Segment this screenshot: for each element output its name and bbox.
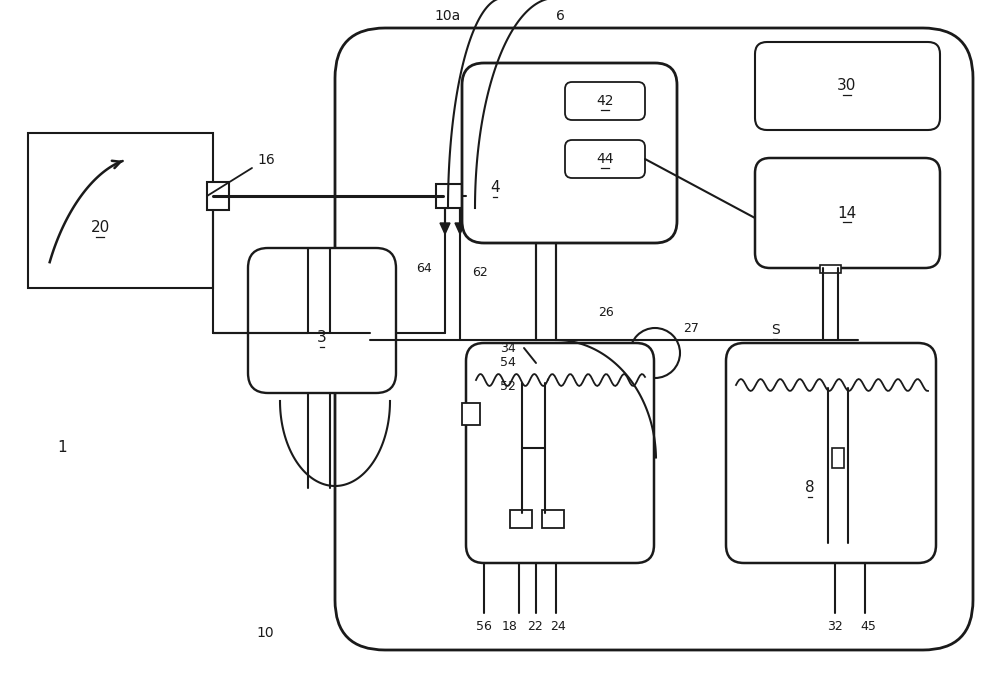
Text: 44: 44 bbox=[596, 152, 614, 166]
Text: 24: 24 bbox=[550, 620, 566, 633]
Text: 30: 30 bbox=[837, 79, 857, 94]
FancyBboxPatch shape bbox=[726, 343, 936, 563]
Text: 34: 34 bbox=[500, 342, 516, 355]
Text: 45: 45 bbox=[860, 620, 876, 633]
Text: 64: 64 bbox=[416, 262, 432, 275]
Bar bbox=[436, 184, 466, 208]
Bar bbox=[523, 356, 545, 370]
Polygon shape bbox=[455, 223, 465, 234]
Text: 26: 26 bbox=[598, 306, 614, 319]
FancyBboxPatch shape bbox=[462, 63, 677, 243]
Text: 3: 3 bbox=[317, 330, 327, 346]
Bar bbox=[462, 403, 480, 425]
FancyBboxPatch shape bbox=[565, 82, 645, 120]
Text: 56: 56 bbox=[476, 620, 492, 633]
FancyBboxPatch shape bbox=[755, 158, 940, 268]
Text: 10: 10 bbox=[256, 626, 274, 640]
Text: 10a: 10a bbox=[435, 9, 461, 23]
Text: 42: 42 bbox=[596, 94, 614, 108]
Text: 8: 8 bbox=[805, 481, 815, 496]
Text: 16: 16 bbox=[257, 153, 275, 167]
Text: 32: 32 bbox=[827, 620, 843, 633]
Bar bbox=[832, 448, 844, 468]
Bar bbox=[542, 510, 564, 528]
FancyBboxPatch shape bbox=[466, 343, 654, 563]
Text: 20: 20 bbox=[90, 220, 110, 235]
Bar bbox=[510, 510, 532, 528]
Text: 54: 54 bbox=[500, 357, 516, 370]
Bar bbox=[523, 379, 545, 393]
FancyBboxPatch shape bbox=[335, 28, 973, 650]
Text: 6: 6 bbox=[556, 9, 564, 23]
Polygon shape bbox=[440, 223, 450, 234]
FancyBboxPatch shape bbox=[755, 42, 940, 130]
Text: 27: 27 bbox=[683, 321, 699, 334]
Bar bbox=[28, 133, 213, 288]
Bar bbox=[207, 182, 229, 210]
Text: 52: 52 bbox=[500, 380, 516, 393]
Text: 22: 22 bbox=[527, 620, 543, 633]
Text: 1: 1 bbox=[57, 441, 67, 456]
Text: 14: 14 bbox=[837, 205, 857, 220]
Text: 18: 18 bbox=[502, 620, 518, 633]
FancyBboxPatch shape bbox=[248, 248, 396, 393]
Text: S: S bbox=[771, 323, 779, 337]
Text: 4: 4 bbox=[490, 180, 500, 195]
FancyBboxPatch shape bbox=[565, 140, 645, 178]
Text: 62: 62 bbox=[472, 266, 488, 279]
Bar bbox=[820, 265, 841, 273]
